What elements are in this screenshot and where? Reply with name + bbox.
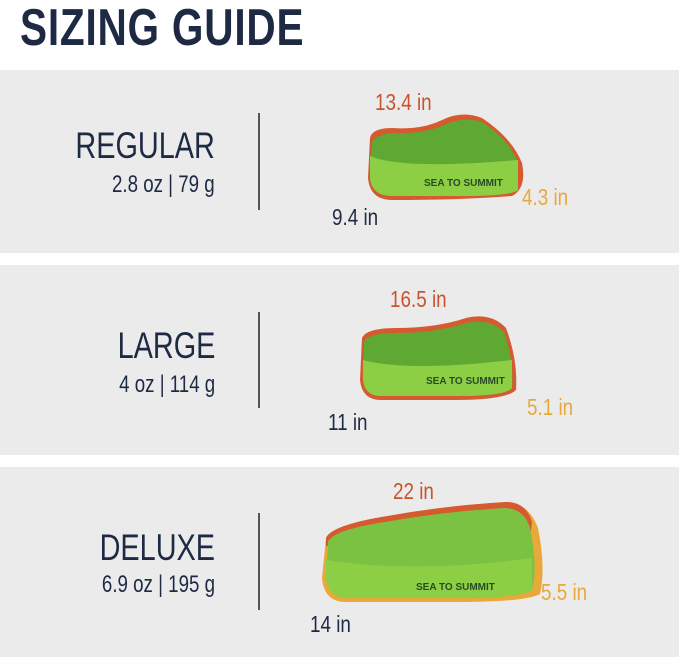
divider bbox=[258, 113, 260, 210]
height-label: 5.5 in bbox=[541, 579, 588, 605]
pillow-image-large: SEA TO SUMMIT bbox=[360, 316, 517, 400]
height-label: 5.1 in bbox=[527, 394, 574, 420]
brand-logo: SEA TO SUMMIT bbox=[416, 582, 495, 593]
divider bbox=[258, 513, 260, 610]
brand-logo: SEA TO SUMMIT bbox=[424, 178, 503, 189]
size-name: LARGE bbox=[117, 325, 215, 366]
width-label: 9.4 in bbox=[332, 204, 379, 230]
width-label: 14 in bbox=[310, 611, 351, 637]
length-label: 13.4 in bbox=[375, 89, 432, 115]
divider bbox=[258, 312, 260, 408]
page-title: SIZING GUIDE bbox=[20, 0, 305, 57]
size-name: REGULAR bbox=[75, 125, 215, 166]
size-weight: 4 oz | 114 g bbox=[118, 371, 215, 398]
size-weight: 2.8 oz | 79 g bbox=[112, 171, 215, 198]
height-label: 4.3 in bbox=[522, 184, 569, 210]
size-panel-regular bbox=[0, 70, 679, 253]
width-label: 11 in bbox=[328, 409, 368, 435]
size-panel-large bbox=[0, 265, 679, 455]
brand-logo: SEA TO SUMMIT bbox=[426, 376, 505, 387]
length-label: 22 in bbox=[393, 478, 434, 504]
size-weight: 6.9 oz | 195 g bbox=[101, 571, 215, 598]
length-label: 16.5 in bbox=[390, 286, 447, 312]
size-name: DELUXE bbox=[99, 527, 215, 568]
pillow-image-regular: SEA TO SUMMIT bbox=[368, 114, 524, 200]
pillow-image-deluxe: SEA TO SUMMIT bbox=[322, 502, 543, 602]
